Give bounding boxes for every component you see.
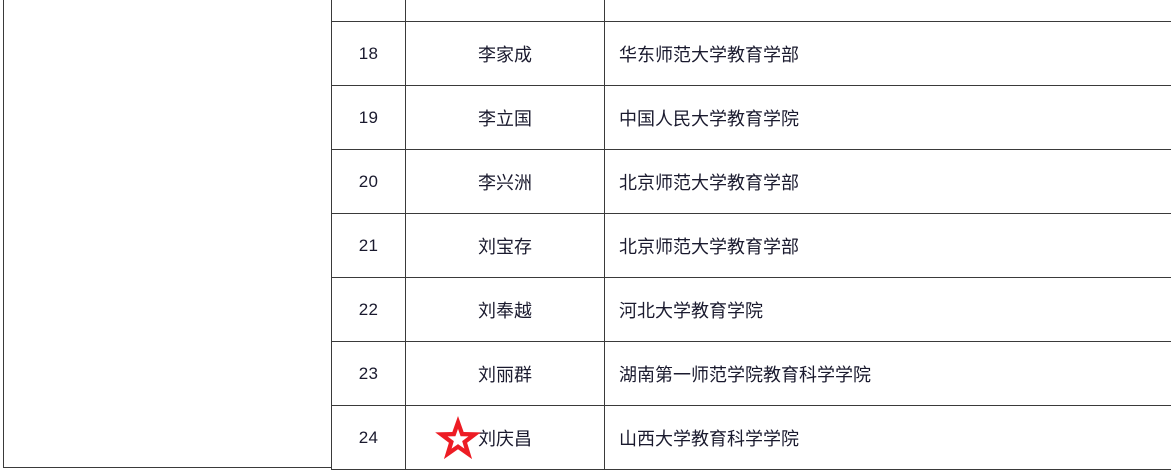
person-name-cell: 李兴洲 — [405, 149, 605, 214]
table-row: 19 李立国 中国人民大学教育学院 — [331, 85, 1171, 150]
institution-cell: 河北大学教育学院 — [604, 277, 1171, 342]
row-index-cell: 18 — [331, 21, 406, 86]
star-icon[interactable] — [434, 415, 482, 461]
institution-cell: 北京师范大学教育学部 — [604, 213, 1171, 278]
institution-cell: 中国人民大学教育学院 — [604, 85, 1171, 150]
person-name-text: 刘庆昌 — [435, 415, 532, 459]
row-index-cell: 24 — [331, 405, 406, 470]
table-row: 18 李家成 华东师范大学教育学部 — [331, 21, 1171, 86]
person-name-cell: 刘宝存 — [405, 213, 605, 278]
row-index-cell: 20 — [331, 149, 406, 214]
row-index-cell: 22 — [331, 277, 406, 342]
person-name-text: 李立国 — [478, 108, 532, 129]
person-name-cell: 刘丽群 — [405, 341, 605, 406]
institution-cell — [604, 0, 1171, 22]
table-row: 20 李兴洲 北京师范大学教育学部 — [331, 149, 1171, 214]
table-row: 22 刘奉越 河北大学教育学院 — [331, 277, 1171, 342]
institution-cell: 北京师范大学教育学部 — [604, 149, 1171, 214]
table-row: 21 刘宝存 北京师范大学教育学部 — [331, 213, 1171, 278]
roster-table: 18 李家成 华东师范大学教育学部 19 李立国 中国人民大学教育学院 20 李兴洲 北京师范大… — [331, 0, 1171, 470]
person-name-text: 李家成 — [478, 44, 532, 65]
person-name-cell: 李立国 — [405, 85, 605, 150]
roster-table-container: 18 李家成 华东师范大学教育学部 19 李立国 中国人民大学教育学院 20 李兴洲 北京师范大… — [331, 0, 1171, 473]
person-name-text: 李兴洲 — [478, 172, 532, 193]
person-name-text: 刘宝存 — [478, 236, 532, 257]
person-name-cell — [405, 0, 605, 22]
table-row: 24 刘庆昌 山西大学教育科学学院 — [331, 405, 1171, 470]
institution-cell: 华东师范大学教育学部 — [604, 21, 1171, 86]
row-index-cell — [331, 0, 406, 22]
row-index-cell: 19 — [331, 85, 406, 150]
row-index-cell: 21 — [331, 213, 406, 278]
table-row — [331, 0, 1171, 22]
person-name-text: 刘奉越 — [478, 300, 532, 321]
left-empty-cell — [3, 0, 331, 468]
person-name-cell: 刘庆昌 — [405, 405, 605, 470]
person-name-cell: 刘奉越 — [405, 277, 605, 342]
person-name-text: 刘丽群 — [478, 364, 532, 385]
row-index-cell: 23 — [331, 341, 406, 406]
institution-cell: 山西大学教育科学学院 — [604, 405, 1171, 470]
table-row: 23 刘丽群 湖南第一师范学院教育科学学院 — [331, 341, 1171, 406]
person-name-cell: 李家成 — [405, 21, 605, 86]
institution-cell: 湖南第一师范学院教育科学学院 — [604, 341, 1171, 406]
